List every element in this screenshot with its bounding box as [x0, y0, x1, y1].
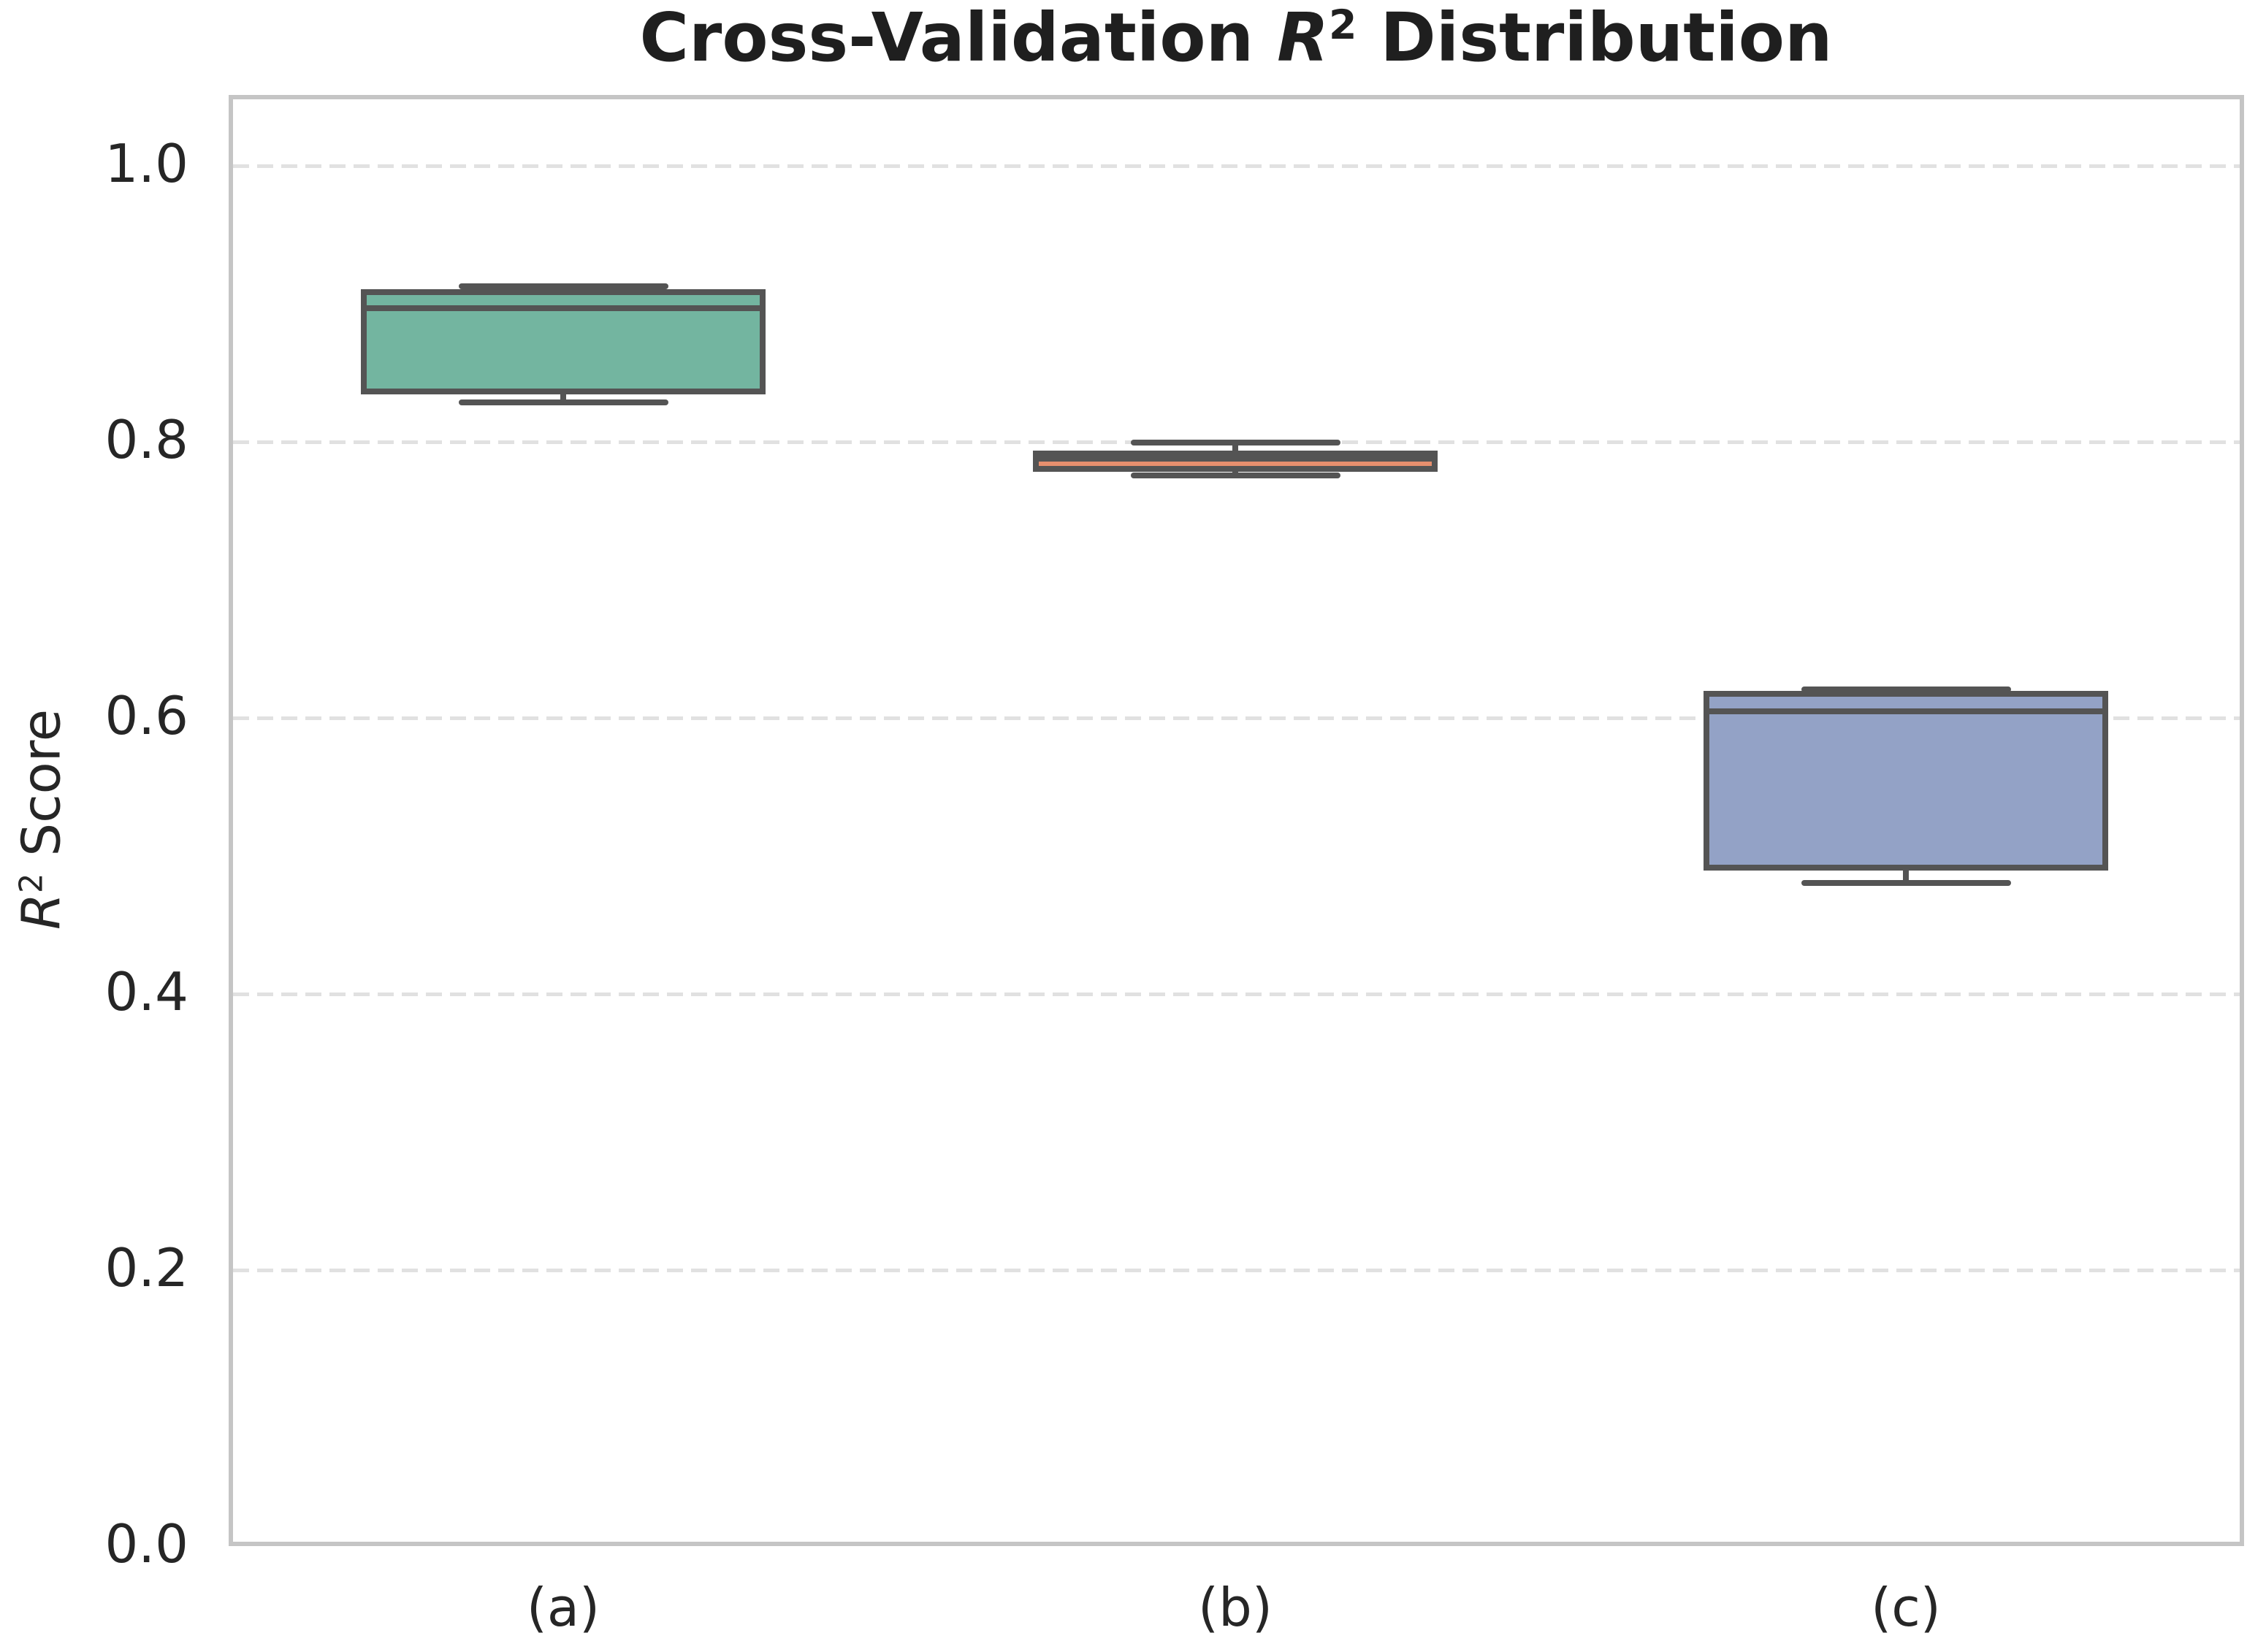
y-tick-label: 0.8: [104, 409, 188, 470]
box-c: [1704, 690, 2108, 871]
chart-title-text: Cross-Validation: [639, 0, 1278, 77]
plot-area: [229, 95, 2244, 1546]
gridline-y-0.2: [233, 1269, 2240, 1272]
whisker-cap-max: [1130, 439, 1340, 445]
whisker-cap-min: [1801, 879, 2011, 886]
box-a: [361, 288, 766, 394]
whisker-lower-line: [1903, 864, 1909, 883]
x-tick-label: (c): [1871, 1577, 1941, 1638]
whisker-upper-line: [1232, 442, 1238, 456]
median-line: [1704, 708, 2108, 715]
y-tick-label: 0.2: [104, 1237, 188, 1299]
chart-title-math-r: R: [1277, 0, 1329, 77]
gridline-y-1: [233, 164, 2240, 168]
chart-title-suffix: Distribution: [1357, 0, 1833, 77]
y-tick-label: 1.0: [104, 133, 188, 194]
whisker-cap-min: [458, 399, 668, 405]
whisker-cap-min: [1130, 473, 1340, 479]
y-tick-label: 0.4: [104, 961, 188, 1022]
whisker-cap-max: [458, 283, 668, 290]
x-tick-label: (a): [526, 1577, 600, 1638]
y-axis-title-math-r: R: [10, 893, 72, 930]
median-line: [361, 305, 766, 312]
y-tick-label: 0.6: [104, 685, 188, 746]
x-tick-label: (b): [1198, 1577, 1273, 1638]
gridline-y-0.6: [233, 716, 2240, 720]
whisker-cap-max: [1801, 687, 2011, 693]
whisker-lower-line: [560, 388, 566, 402]
y-tick-label: 0.0: [104, 1513, 188, 1575]
median-line: [1033, 456, 1438, 462]
gridline-y-0.4: [233, 993, 2240, 996]
chart-title: Cross-Validation R2 Distribution: [639, 1, 1832, 84]
y-axis-title-superscript: 2: [13, 873, 50, 893]
chart-title-superscript: 2: [1328, 1, 1357, 49]
